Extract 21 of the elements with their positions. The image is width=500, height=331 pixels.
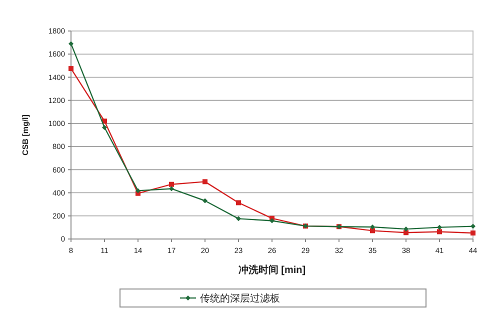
x-axis-title: 冲洗时间 [min] xyxy=(238,264,306,276)
point xyxy=(169,182,174,187)
point xyxy=(270,218,274,224)
point xyxy=(470,224,476,229)
point xyxy=(202,198,208,204)
point xyxy=(169,186,174,192)
point xyxy=(68,41,74,46)
y-axis-title: CSB [mg/l] xyxy=(21,114,30,156)
point xyxy=(202,179,208,184)
point xyxy=(404,226,408,232)
point xyxy=(470,230,476,236)
point xyxy=(437,224,442,230)
point xyxy=(370,224,375,230)
point xyxy=(68,66,74,72)
point xyxy=(236,200,241,206)
point xyxy=(236,216,241,222)
point xyxy=(437,229,442,234)
legend-label: 传统的深层过滤板 xyxy=(200,292,280,304)
point xyxy=(136,188,140,194)
point xyxy=(370,228,375,234)
point xyxy=(102,124,107,130)
